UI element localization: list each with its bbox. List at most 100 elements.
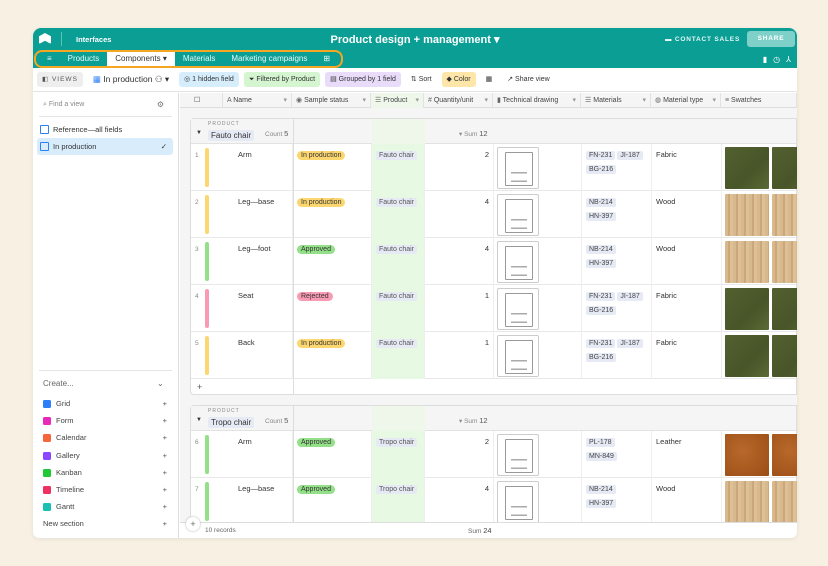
quantity-cell[interactable]: 1 — [425, 285, 494, 332]
materials-cell[interactable]: FN-231 JI-187BG-216 — [582, 285, 652, 332]
column-header-sample-status[interactable]: ◉ Sample status ▾ — [292, 93, 371, 108]
materials-cell[interactable]: NB-214 HN-397 — [582, 238, 652, 285]
material-type-cell[interactable]: Wood — [652, 191, 722, 238]
quantity-cell[interactable]: 4 — [425, 238, 494, 285]
collapse-triangle-icon[interactable]: ▼ — [196, 417, 202, 423]
name-cell[interactable]: Back — [224, 332, 293, 379]
table-row[interactable]: 4 Seat Rejected Fauto chair 1 FN-231 JI-1… — [191, 285, 797, 332]
history-icon[interactable]: ◷ — [773, 55, 787, 64]
table-row[interactable]: 2 Leg—base In production Fauto chair 4 N… — [191, 191, 797, 238]
column-header-name[interactable]: A Name ▾ — [223, 93, 292, 108]
document-icon[interactable] — [497, 335, 539, 377]
create-gantt-button[interactable]: Gantt + — [43, 502, 167, 514]
base-title[interactable]: Product design + management ▾ — [330, 34, 500, 46]
status-pill[interactable]: Approved — [297, 245, 335, 254]
document-icon[interactable] — [497, 194, 539, 236]
view-item-in-production[interactable]: In production ✓ — [37, 138, 173, 155]
quantity-cell[interactable]: 2 — [425, 144, 494, 191]
document-icon[interactable] — [497, 147, 539, 189]
add-record-button[interactable]: + — [186, 517, 200, 531]
color-button[interactable]: ◆ Color — [441, 72, 476, 87]
view-item-reference[interactable]: Reference—all fields — [37, 121, 173, 138]
swatches-cell[interactable] — [722, 478, 797, 525]
swatch-image[interactable] — [772, 335, 797, 377]
sort-button[interactable]: ⇅ Sort — [406, 72, 437, 87]
status-pill[interactable]: Approved — [297, 485, 335, 494]
name-cell[interactable]: Arm — [224, 431, 293, 478]
table-row[interactable]: 5 Back In production Fauto chair 1 FN-23… — [191, 332, 797, 379]
quantity-cell[interactable]: 4 — [425, 478, 494, 525]
swatch-image[interactable] — [772, 241, 797, 283]
column-header-materials[interactable]: ☰ Materials ▾ — [581, 93, 651, 108]
view-switcher[interactable]: ▦ In production ⚇ ▾ — [88, 72, 174, 87]
swatch-image[interactable] — [725, 288, 769, 330]
tab-components[interactable]: Components ▾ — [107, 52, 175, 66]
swatch-image[interactable] — [725, 434, 769, 476]
share-button[interactable]: SHARE — [747, 31, 795, 47]
swatch-image[interactable] — [772, 147, 797, 189]
material-type-cell[interactable]: Leather — [652, 431, 722, 478]
material-tag[interactable]: FN-231 — [586, 339, 616, 348]
swatches-cell[interactable] — [722, 191, 797, 238]
table-row[interactable]: 7 Leg—base Approved Tropo chair 4 NB-214… — [191, 478, 797, 525]
swatch-image[interactable] — [725, 147, 769, 189]
material-type-cell[interactable]: Fabric — [652, 144, 722, 191]
status-pill[interactable]: In production — [297, 198, 346, 207]
material-type-cell[interactable]: Wood — [652, 238, 722, 285]
gear-icon[interactable]: ⚙ — [156, 100, 164, 109]
material-tag[interactable]: MN-849 — [586, 452, 617, 461]
material-tag[interactable]: NB-214 — [586, 485, 616, 494]
material-tag[interactable]: PL-178 — [586, 438, 615, 447]
find-view-input[interactable]: ⌕ Find a view — [43, 101, 84, 109]
swatches-cell[interactable] — [722, 332, 797, 379]
add-row-button[interactable]: + — [197, 382, 203, 392]
material-tag[interactable]: FN-231 — [586, 292, 616, 301]
material-tag[interactable]: JI-187 — [617, 292, 643, 301]
automations-icon[interactable]: ⅄ — [786, 55, 797, 64]
quantity-cell[interactable]: 2 — [425, 431, 494, 478]
materials-cell[interactable]: FN-231 JI-187BG-216 — [582, 332, 652, 379]
material-tag[interactable]: JI-187 — [617, 339, 643, 348]
group-button[interactable]: ▤ Grouped by 1 field — [325, 72, 401, 87]
material-type-cell[interactable]: Fabric — [652, 332, 722, 379]
name-cell[interactable]: Seat — [224, 285, 293, 332]
materials-cell[interactable]: NB-214 HN-397 — [582, 191, 652, 238]
column-header-quantity-unit[interactable]: # Quantity/unit ▾ — [424, 93, 493, 108]
product-link[interactable]: Fauto chair — [376, 198, 418, 207]
material-tag[interactable]: FN-231 — [586, 151, 616, 160]
row-height-icon[interactable]: ▦ — [485, 76, 493, 83]
swatch-image[interactable] — [725, 481, 769, 523]
column-header-swatches[interactable]: ≡ Swatches — [721, 93, 797, 108]
swatches-cell[interactable] — [722, 144, 797, 191]
quantity-cell[interactable]: 4 — [425, 191, 494, 238]
product-link[interactable]: Fauto chair — [376, 151, 418, 160]
table-row[interactable]: 3 Leg—foot Approved Fauto chair 4 NB-214… — [191, 238, 797, 285]
swatches-cell[interactable] — [722, 431, 797, 478]
swatch-image[interactable] — [772, 288, 797, 330]
material-tag[interactable]: JI-187 — [617, 151, 643, 160]
trash-icon[interactable]: ▮ — [762, 55, 774, 64]
create-section-toggle[interactable]: Create... ⌄ — [43, 379, 164, 388]
material-tag[interactable]: NB-214 — [586, 245, 616, 254]
swatch-image[interactable] — [772, 194, 797, 236]
tab-marketing-campaigns[interactable]: Marketing campaigns — [231, 54, 308, 63]
hidden-fields-button[interactable]: ◎ 1 hidden field — [179, 72, 239, 87]
materials-cell[interactable]: FN-231 JI-187BG-216 — [582, 144, 652, 191]
column-header-product[interactable]: ☰ Product ▾ — [371, 93, 424, 108]
new-section-button[interactable]: New section + — [43, 519, 167, 531]
name-cell[interactable]: Leg—foot — [224, 238, 293, 285]
status-pill[interactable]: Rejected — [297, 292, 333, 301]
material-type-cell[interactable]: Fabric — [652, 285, 722, 332]
create-grid-button[interactable]: Grid + — [43, 399, 167, 411]
material-tag[interactable]: HN-397 — [586, 259, 617, 268]
materials-cell[interactable]: NB-214 HN-397 — [582, 478, 652, 525]
material-tag[interactable]: BG-216 — [586, 353, 617, 362]
swatch-image[interactable] — [725, 241, 769, 283]
contact-sales-button[interactable]: ▬ CONTACT SALES — [665, 36, 740, 43]
interfaces-link[interactable]: Interfaces — [76, 35, 112, 44]
name-cell[interactable]: Arm — [224, 144, 293, 191]
materials-cell[interactable]: PL-178 MN-849 — [582, 431, 652, 478]
status-pill[interactable]: In production — [297, 339, 346, 348]
filter-button[interactable]: ⏷ Filtered by Product — [243, 72, 321, 87]
add-table-icon[interactable]: ⊞ — [323, 54, 331, 63]
